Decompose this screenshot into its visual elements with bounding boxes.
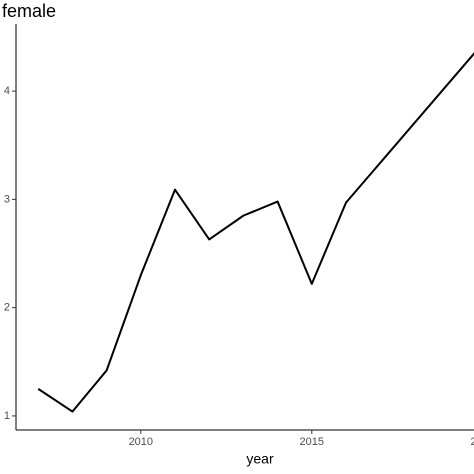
line — [37, 52, 474, 413]
chart-title: female — [2, 1, 56, 21]
y-tick-label: 2 — [4, 302, 10, 314]
x-axis-title: year — [246, 451, 274, 467]
y-tick-label: 4 — [4, 85, 10, 97]
y-tick-label: 1 — [4, 410, 10, 422]
x-tick-label: 2010 — [129, 436, 153, 448]
y-tick-label: 3 — [4, 193, 10, 205]
x-tick-label: 2020 — [471, 436, 474, 448]
x-tick-label: 2015 — [300, 436, 324, 448]
